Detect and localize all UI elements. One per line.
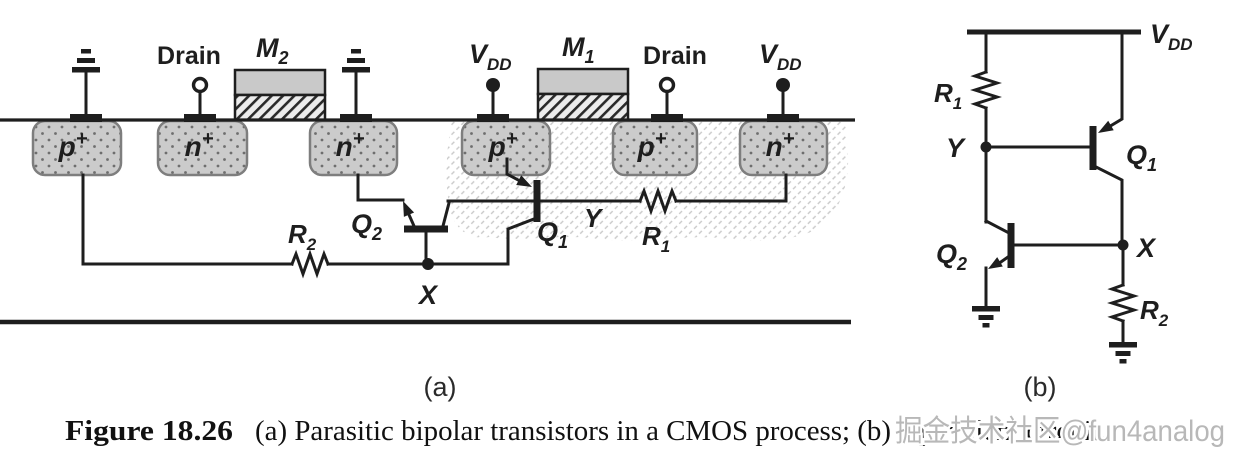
n-plus-label: n+ xyxy=(185,128,214,162)
n-plus-label: n+ xyxy=(336,128,365,162)
caption-text: (a) Parasitic bipolar transistors in a C… xyxy=(255,416,1107,447)
r1-label: R1 xyxy=(934,78,962,113)
drain-terminal-open-circle xyxy=(658,76,676,116)
resistor-r1 xyxy=(638,186,678,216)
contact xyxy=(767,114,799,122)
resistor-r1 xyxy=(970,70,1002,110)
q2-label: Q2 xyxy=(351,209,382,244)
panel-a-cross-section: Drain M2 VDD M1 Drain VDD p+ n+ n+ p+ p+… xyxy=(0,32,855,402)
q1-base-bar xyxy=(533,180,541,222)
contact xyxy=(340,114,372,122)
diffusion-regions xyxy=(31,119,829,177)
node-x-label: X xyxy=(1135,233,1157,263)
transistor-q1 xyxy=(1089,30,1124,246)
node-y-label: Y xyxy=(946,133,967,163)
q2-base-bar xyxy=(1007,223,1015,268)
r2-label: R2 xyxy=(288,219,317,254)
q1-label: Q1 xyxy=(537,217,568,252)
ground-icon xyxy=(72,49,100,116)
drain-terminal-open-circle xyxy=(191,76,209,116)
q1-emitter-arrow xyxy=(1098,120,1114,133)
q2-label: Q2 xyxy=(936,239,967,274)
node-x-label: X xyxy=(417,280,439,310)
panel-a-label: (a) xyxy=(424,372,457,402)
gate-m2 xyxy=(233,68,327,122)
drain-label: Drain xyxy=(157,42,221,70)
gate-m1-oxide-hatch xyxy=(536,92,630,122)
parasitic-wiring xyxy=(81,157,788,279)
panel-b-label: (b) xyxy=(1024,372,1057,402)
transistor-q2 xyxy=(403,201,451,266)
gate-m1 xyxy=(536,67,630,122)
node-y-label: Y xyxy=(584,203,604,233)
p-plus-label: p+ xyxy=(58,128,88,162)
q1-emitter-arrow xyxy=(516,175,532,187)
r1-label: R1 xyxy=(642,221,670,256)
m2-label: M2 xyxy=(256,33,289,68)
vdd-label: VDD xyxy=(759,39,802,74)
drain-label: Drain xyxy=(643,42,707,70)
vdd-label: VDD xyxy=(1150,19,1193,54)
resistor-r2 xyxy=(290,249,330,279)
p-plus-label: p+ xyxy=(637,128,667,162)
vdd-label: VDD xyxy=(469,39,512,74)
q1-label: Q1 xyxy=(1126,140,1157,175)
contact xyxy=(477,114,509,122)
gate-m2-poly xyxy=(233,68,327,97)
ground-icon xyxy=(1109,342,1137,364)
q1-base-bar xyxy=(1089,126,1097,170)
contact xyxy=(184,114,216,122)
watermark: 掘金技术社区@fun4analog xyxy=(895,415,1225,448)
contacts xyxy=(70,114,799,122)
node-x-dot xyxy=(422,258,434,270)
transistor-q2 xyxy=(984,223,1125,308)
figure-caption: Figure 18.26 (a) Parasitic bipolar trans… xyxy=(65,416,1107,447)
contact xyxy=(651,114,683,122)
gate-m1-poly xyxy=(536,67,630,96)
q2-emitter-arrow xyxy=(988,257,1003,269)
transistor-q1 xyxy=(505,157,541,266)
resistor-r2 xyxy=(1107,283,1139,323)
p-plus-label: p+ xyxy=(488,128,518,162)
vdd-terminal-filled-circle xyxy=(486,78,500,116)
r2-label: R2 xyxy=(1140,295,1169,330)
m1-label: M1 xyxy=(562,32,595,67)
gate-m2-oxide-hatch xyxy=(233,93,327,122)
ground-icon xyxy=(342,49,370,116)
n-plus-label: n+ xyxy=(766,128,795,162)
q2-emitter-arrow xyxy=(403,201,415,217)
panel-b-equivalent-circuit: VDD R1 Y Q1 Q2 X R2 (b) xyxy=(934,19,1193,402)
ground-icon xyxy=(972,306,1000,328)
figure-number: Figure 18.26 xyxy=(65,416,233,447)
vdd-terminal-filled-circle xyxy=(776,78,790,116)
contact xyxy=(70,114,102,122)
